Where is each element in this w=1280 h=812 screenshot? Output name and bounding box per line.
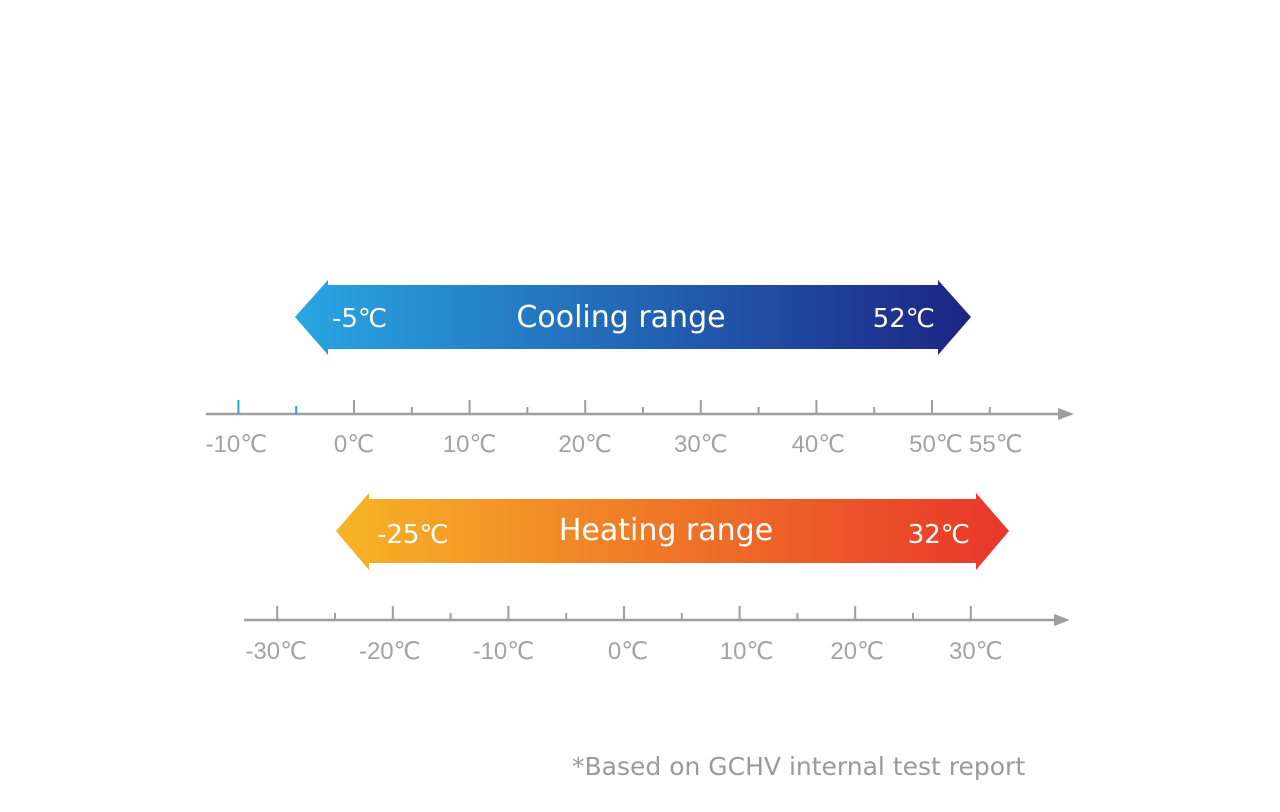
- cooling-range-arrow: -5℃ Cooling range 52℃: [295, 280, 971, 355]
- cooling-axis-tick-label: 50℃: [909, 431, 963, 458]
- cooling-min-label: -5℃: [332, 304, 387, 334]
- cooling-temperature-axis: -10℃ 0℃ 10℃ 20℃ 30℃ 40℃ 50℃ 55℃: [206, 400, 1074, 458]
- heating-axis-tick-label: 10℃: [720, 638, 774, 665]
- heating-axis-tick-label: 20℃: [830, 638, 884, 665]
- heating-max-label: 32℃: [908, 520, 970, 550]
- heating-range-arrow: -25℃ Heating range 32℃: [336, 493, 1009, 570]
- cooling-axis-tick-label: 40℃: [792, 431, 846, 458]
- heating-axis-tick-label: -20℃: [359, 638, 421, 665]
- heating-range-bar: [336, 493, 1009, 570]
- footnote: *Based on GCHV internal test report: [572, 752, 1026, 781]
- heating-axis-tick-label: -30℃: [245, 638, 307, 665]
- heating-min-label: -25℃: [377, 520, 449, 550]
- heating-axis-arrowhead: [1054, 614, 1070, 626]
- cooling-axis-tick-label: 10℃: [443, 431, 497, 458]
- cooling-max-label: 52℃: [873, 304, 935, 334]
- cooling-axis-tick-label: -10℃: [206, 431, 268, 458]
- heating-temperature-axis: -30℃ -20℃ -10℃ 0℃ 10℃ 20℃ 30℃: [244, 606, 1070, 665]
- cooling-axis-tick-label: 30℃: [674, 431, 728, 458]
- heating-range-title: Heating range: [559, 513, 773, 548]
- cooling-range-bar: [295, 280, 971, 355]
- heating-axis-tick-label: 0℃: [608, 638, 648, 665]
- cooling-axis-tick-label: 20℃: [558, 431, 612, 458]
- heating-axis-tick-label: 30℃: [949, 638, 1003, 665]
- cooling-range-title: Cooling range: [516, 300, 725, 335]
- cooling-axis-tick-label: 55℃: [969, 431, 1023, 458]
- heating-axis-tick-label: -10℃: [473, 638, 535, 665]
- cooling-axis-tick-label: 0℃: [334, 431, 374, 458]
- cooling-axis-arrowhead: [1058, 408, 1074, 420]
